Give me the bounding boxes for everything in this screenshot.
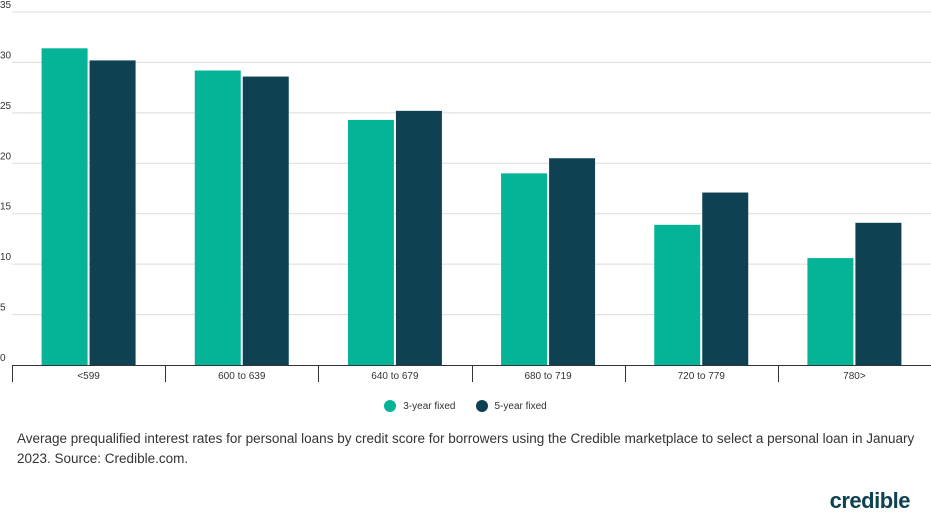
bar-5-year bbox=[395, 110, 442, 365]
chart-caption: Average prequalified interest rates for … bbox=[17, 431, 915, 466]
legend-item-5-year: 5-year fixed bbox=[475, 400, 547, 412]
y-tick-label: 30 bbox=[0, 50, 12, 61]
y-tick-label: 5 bbox=[0, 303, 6, 314]
bar-5-year bbox=[242, 76, 289, 365]
y-tick-label: 0 bbox=[0, 353, 6, 364]
legend: 3-year fixed 5-year fixed bbox=[0, 400, 931, 412]
bar-3-year bbox=[194, 70, 241, 366]
bar-5-year bbox=[89, 60, 136, 365]
x-tick-label: 780> bbox=[843, 371, 866, 382]
legend-swatch-3-year bbox=[384, 400, 397, 412]
x-axis: <599 600 to 639 640 to 679 680 to 719 720 to… bbox=[12, 365, 931, 382]
y-axis-ticks: 0 5 10 15 20 25 30 35 bbox=[0, 0, 12, 364]
bars bbox=[41, 48, 902, 366]
x-tick-label: 720 to 779 bbox=[678, 371, 726, 382]
bar-3-year bbox=[654, 224, 701, 365]
bar-3-year bbox=[501, 173, 548, 365]
y-tick-label: 25 bbox=[0, 101, 12, 112]
legend-item-3-year: 3-year fixed bbox=[384, 400, 456, 412]
bar-5-year bbox=[855, 222, 902, 365]
y-tick-label: 20 bbox=[0, 151, 12, 162]
x-tick-label: 680 to 719 bbox=[524, 371, 572, 382]
y-tick-label: 15 bbox=[0, 202, 12, 213]
y-tick-label: 10 bbox=[0, 252, 12, 263]
bar-3-year bbox=[347, 119, 394, 365]
bar-5-year bbox=[549, 158, 596, 365]
legend-label-3-year: 3-year fixed bbox=[403, 400, 456, 412]
credible-logo: credible bbox=[829, 488, 911, 513]
bar-5-year bbox=[702, 192, 749, 365]
x-tick-label: <599 bbox=[77, 371, 100, 382]
y-tick-label: 35 bbox=[0, 0, 12, 11]
legend-swatch-5-year bbox=[475, 400, 488, 412]
bar-chart: 0 5 10 15 20 25 30 35 <599 600 to 639 640 to 679 6… bbox=[0, 0, 931, 382]
x-tick-label: 600 to 639 bbox=[218, 371, 266, 382]
x-tick-label: 640 to 679 bbox=[371, 371, 419, 382]
legend-label-5-year: 5-year fixed bbox=[494, 400, 547, 412]
gridlines bbox=[12, 11, 931, 316]
bar-3-year bbox=[41, 48, 88, 366]
bar-3-year bbox=[807, 258, 854, 365]
